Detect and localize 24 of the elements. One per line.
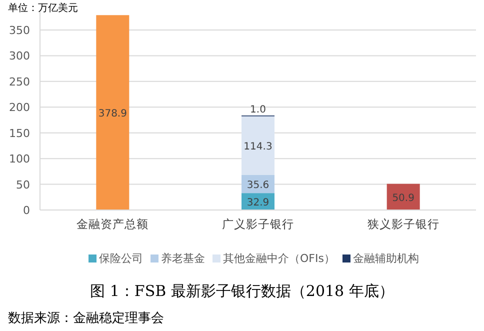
y-tick-label: 100	[9, 152, 30, 166]
y-tick-label: 150	[9, 126, 30, 140]
legend-label: 金融辅助机构	[352, 252, 419, 265]
data-label: 32.9	[246, 198, 270, 209]
y-tick-label: 250	[9, 75, 30, 88]
y-tick-label: 350	[9, 24, 30, 37]
data-label: 114.3	[244, 141, 272, 152]
y-tick-label: 300	[9, 50, 30, 63]
x-tick-label: 金融资产总额	[76, 217, 149, 231]
data-label: 50.9	[392, 192, 414, 204]
y-tick-label: 0	[23, 204, 30, 217]
x-tick-label: 狭义影子银行	[367, 217, 440, 231]
data-label: 35.6	[246, 180, 270, 191]
legend-label: 养老基金	[161, 252, 206, 265]
data-label: 1.0	[250, 104, 266, 116]
data-label: 378.9	[98, 108, 127, 120]
x-tick-label: 广义影子银行	[222, 217, 294, 231]
y-axis-title: 单位：万亿美元	[8, 2, 78, 14]
legend-label: 保险公司	[99, 252, 144, 265]
text: 图 1：FSB 最新影子银行数据（2018 年底）	[90, 282, 394, 300]
y-tick-label: 200	[9, 101, 30, 114]
source-note: 数据来源：金融稳定理事会	[8, 311, 164, 326]
legend-label: 其他金融中介（OFIs）	[223, 252, 335, 265]
y-tick-label: 50	[16, 178, 30, 192]
